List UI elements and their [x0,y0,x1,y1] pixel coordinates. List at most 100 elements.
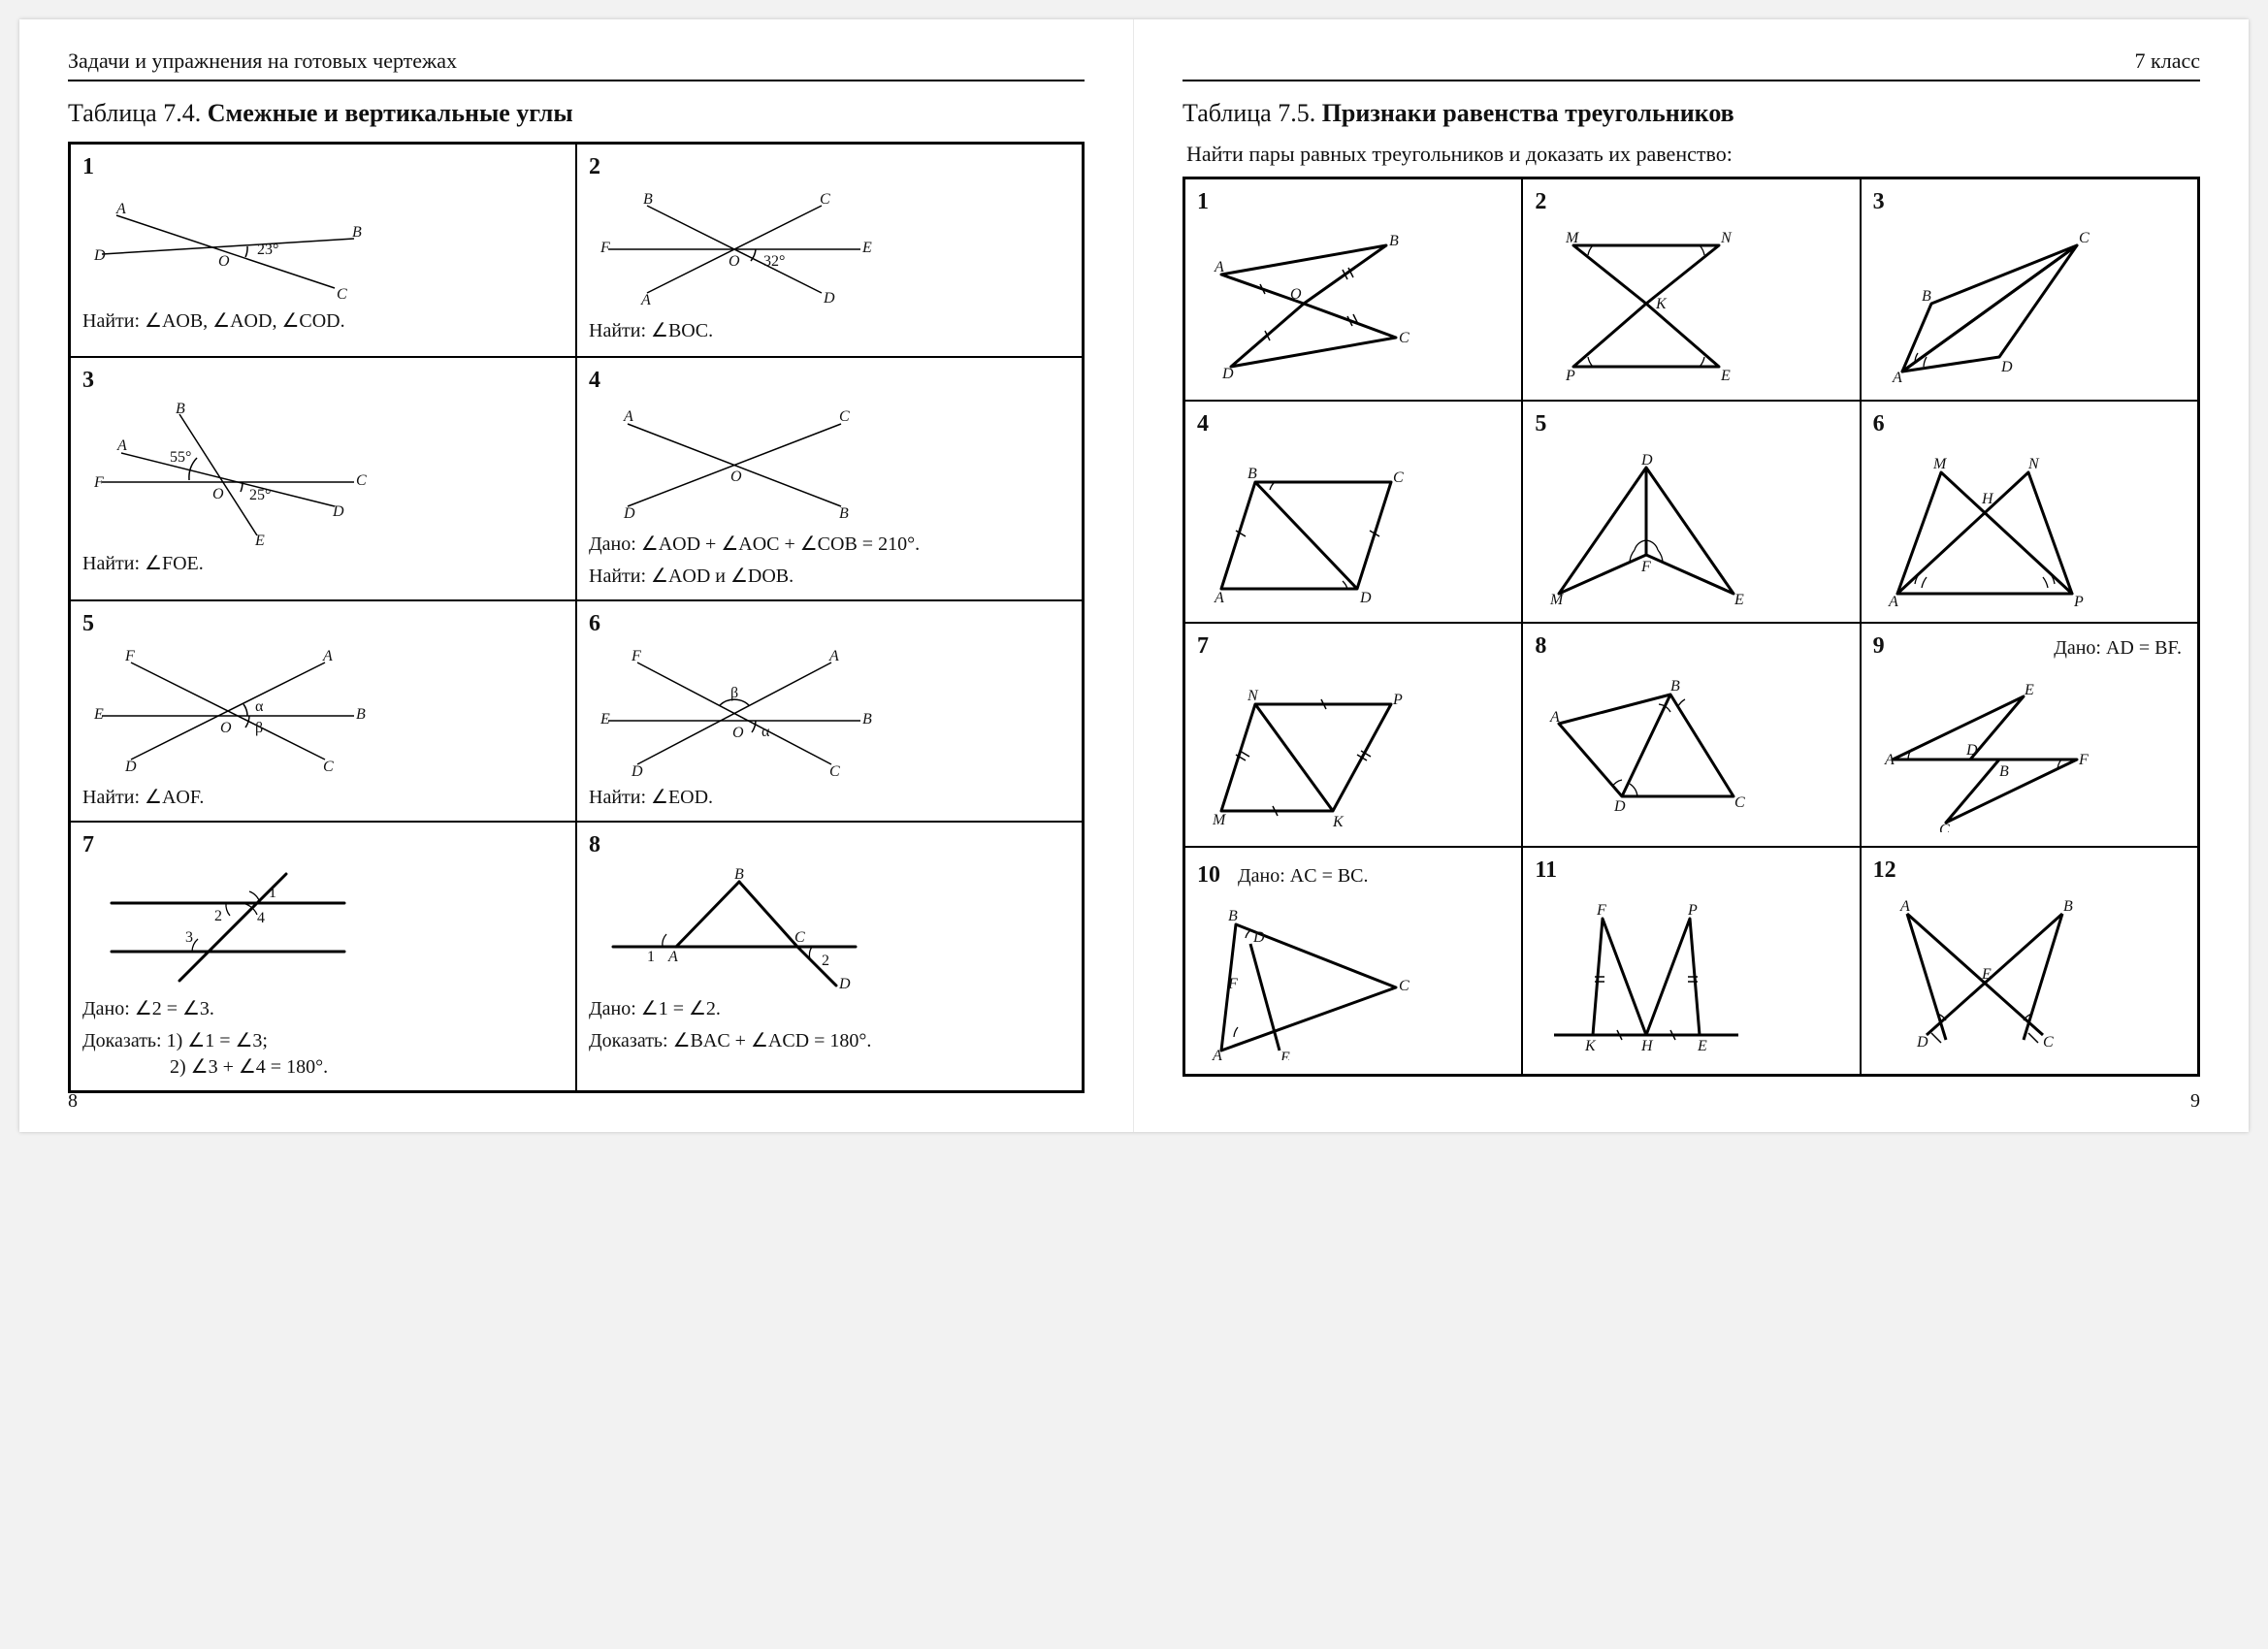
svg-text:A: A [667,949,678,965]
diagram-7-4-1: A B C D O 23° [82,186,564,303]
page-header-left: Задачи и упражнения на готовых чертежах [68,48,1085,81]
diagram-7-5-2: M N K P E [1535,221,1847,386]
svg-text:C: C [1399,330,1409,346]
svg-text:D: D [1252,929,1265,946]
svg-text:B: B [643,191,653,208]
svg-text:D: D [1965,742,1978,759]
cell-7-5-2: 2 M N [1522,178,1860,401]
svg-text:H: H [1981,491,1994,507]
diagram-7-5-8: A B C D [1535,665,1847,830]
cell-number: 1 [1197,189,1509,215]
svg-text:N: N [1247,688,1259,704]
diagram-7-5-9: A D E B F C [1873,667,2186,832]
svg-text:D: D [93,247,106,264]
table-7-5-title: Таблица 7.5. Признаки равенства треуголь… [1183,99,2200,128]
svg-text:M: M [1565,230,1580,246]
cell-7-5-7: 7 N P [1184,623,1522,847]
svg-text:β: β [730,685,738,701]
diagram-7-5-6: M N H A P [1873,443,2186,608]
title-bold: Смежные и вертикальные углы [208,99,573,127]
svg-text:D: D [124,759,137,775]
diagram-7-5-12: A B E D C [1873,889,2186,1054]
table-7-5-subtitle: Найти пары равных треугольников и доказа… [1186,142,2200,167]
svg-text:N: N [2027,456,2040,472]
svg-text:F: F [124,648,135,664]
svg-text:C: C [323,759,334,775]
svg-text:E: E [93,706,104,723]
svg-text:M: M [1549,592,1565,608]
page-header-right: 7 класс [1183,48,2200,81]
svg-text:α: α [761,724,770,740]
svg-text:B: B [1999,763,2009,780]
svg-text:K: K [1655,296,1668,312]
diagram-7-5-7: N P M K [1197,665,1509,830]
svg-text:E: E [861,240,872,256]
cell-number: 4 [1197,411,1509,437]
svg-text:B: B [356,706,366,723]
svg-text:F: F [1227,976,1238,992]
svg-text:A: A [116,437,127,454]
cell-number: 5 [1535,411,1847,437]
svg-text:D: D [1221,366,1234,382]
svg-text:A: A [1212,1048,1222,1060]
svg-text:F: F [1596,902,1606,919]
cell-task: Найти: ∠AOD и ∠DOB. [589,564,1070,590]
cell-number: 3 [82,368,564,394]
svg-text:M: M [1932,456,1948,472]
svg-text:E: E [1280,1050,1290,1060]
cell-7-5-1: 1 A B [1184,178,1522,401]
cell-7-4-3: 3 B A F C D [70,357,576,600]
cell-7-5-4: 4 [1184,401,1522,623]
cell-7-4-6: 6 F A E B D [576,600,1083,822]
svg-text:B: B [2063,898,2073,915]
svg-text:α: α [255,698,264,715]
svg-text:O: O [220,720,232,736]
svg-text:H: H [1640,1038,1654,1054]
svg-text:B: B [1247,466,1257,482]
svg-text:C: C [2079,230,2090,246]
cell-given: Дано: AC = BC. [1238,863,1369,889]
cell-number: 8 [1535,633,1847,660]
svg-text:3: 3 [185,929,193,946]
cell-task: Найти: ∠AOF. [82,785,564,811]
svg-text:P: P [1392,692,1403,708]
svg-text:E: E [2024,682,2034,698]
cell-7-5-6: 6 M N H A [1861,401,2198,623]
diagram-7-4-4: A C D B O [589,400,1070,526]
svg-text:1: 1 [269,885,276,901]
cell-number: 4 [589,368,1070,394]
cell-number: 5 [82,611,564,637]
svg-text:B: B [734,866,744,883]
svg-text:A: A [1892,370,1902,386]
diagram-7-4-8: B A C D 1 2 [589,864,1070,990]
diagram-7-4-6: F A E B D C O β α [589,643,1070,779]
svg-text:C: C [820,191,830,208]
svg-text:25°: 25° [249,487,271,503]
svg-text:2: 2 [214,908,222,924]
svg-text:B: B [839,505,849,522]
cell-7-5-3: 3 A B C D [1861,178,2198,401]
svg-text:K: K [1584,1038,1597,1054]
header-left-text: Задачи и упражнения на готовых чертежах [68,48,457,74]
svg-text:P: P [2073,594,2084,608]
diagram-7-4-5: F A E B D C O α β [82,643,564,779]
svg-text:K: K [1332,814,1345,830]
page-spread: Задачи и упражнения на готовых чертежах … [19,19,2249,1132]
cell-7-5-9: 9 Дано: AD = BF. A [1861,623,2198,847]
svg-text:C: C [2043,1034,2054,1051]
title-prefix: Таблица 7.4. [68,99,208,127]
cell-number: 3 [1873,189,2186,215]
svg-text:N: N [1720,230,1733,246]
svg-text:D: D [1916,1034,1928,1051]
svg-text:A: A [1549,709,1560,726]
cell-7-5-12: 12 [1861,847,2198,1075]
cell-7-4-1: 1 A B C D O 23° [70,144,576,357]
right-page: 7 класс Таблица 7.5. Признаки равенства … [1134,19,2249,1132]
svg-text:55°: 55° [170,449,191,466]
svg-text:D: D [623,505,635,522]
svg-text:2: 2 [822,953,829,969]
cell-number: 12 [1873,857,2186,884]
svg-text:O: O [218,253,230,270]
header-right-text: 7 класс [2135,48,2200,74]
table-7-4-grid: 1 A B C D O 23° [68,142,1085,1093]
